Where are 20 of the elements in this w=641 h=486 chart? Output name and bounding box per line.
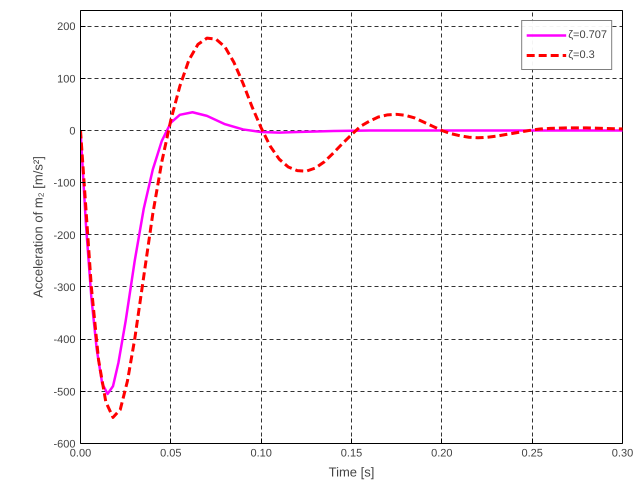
x-tick-label: 0.15 — [340, 448, 362, 460]
legend-label: ζ=0.3 — [568, 49, 595, 61]
y-tick-label: 100 — [57, 73, 76, 86]
x-tick-label: 0.20 — [431, 448, 453, 460]
y-axis-title: Acceleration of m₂ [m/s²] — [30, 156, 46, 298]
y-tick-label: -600 — [53, 438, 76, 450]
y-tick-label: -400 — [53, 334, 76, 346]
y-tick-label: -200 — [53, 230, 76, 242]
x-axis-title: Time [s] — [328, 464, 374, 480]
y-tick-label: -100 — [53, 178, 76, 190]
legend-label: ζ=0.707 — [568, 29, 607, 41]
x-tick-label: 0.30 — [612, 448, 634, 460]
y-tick-label: 0 — [69, 125, 76, 138]
x-tick-label: 0.10 — [250, 448, 272, 460]
y-tick-label: -500 — [53, 386, 76, 398]
x-tick-label: 0.00 — [70, 448, 92, 460]
y-tick-label: 200 — [57, 21, 76, 34]
x-tick-label: 0.05 — [160, 448, 182, 460]
y-tick-label: -300 — [53, 282, 76, 294]
x-tick-label: 0.25 — [521, 448, 543, 460]
